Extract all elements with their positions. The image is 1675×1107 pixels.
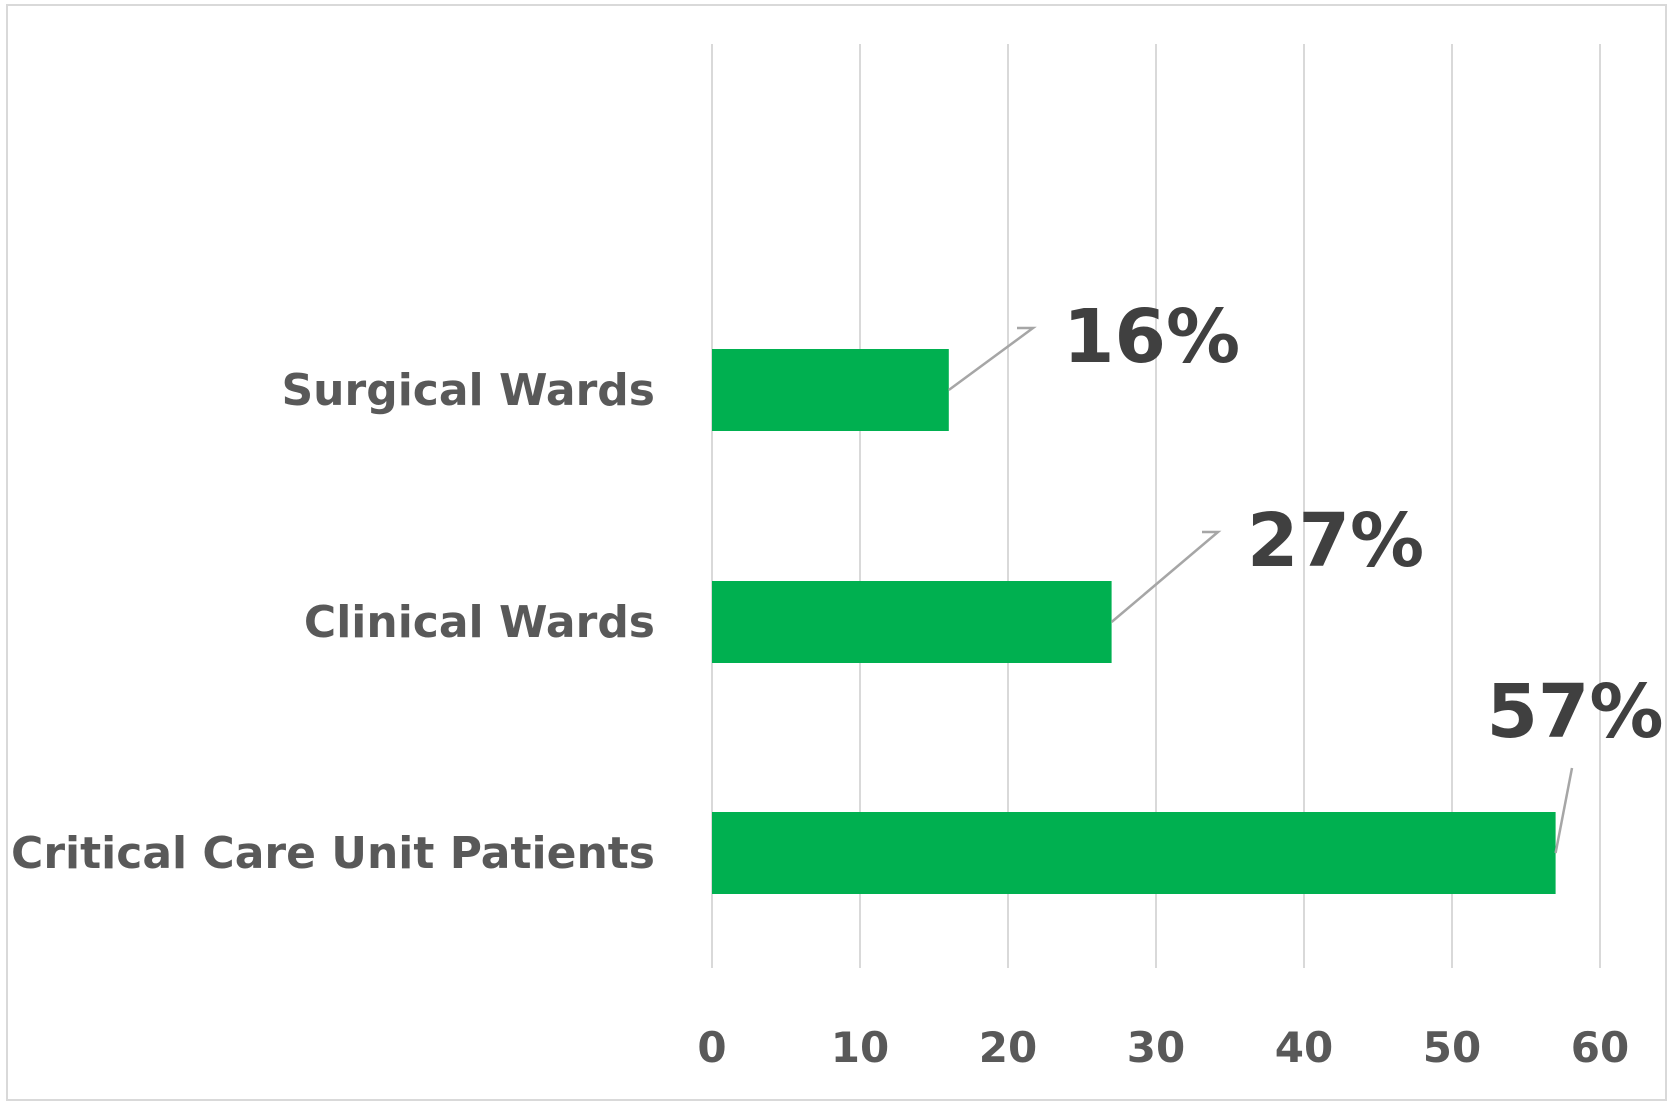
bar [712, 812, 1556, 894]
x-tick-label: 20 [979, 1023, 1037, 1072]
data-labels: 16% 27% 57% [1063, 294, 1664, 755]
data-label: 16% [1063, 294, 1240, 380]
x-tick-labels: 0 10 20 30 40 50 60 [697, 1023, 1629, 1072]
chart-frame [6, 4, 1667, 1101]
category-label: Critical Care Unit Patients [11, 828, 655, 879]
x-tick-label: 30 [1127, 1023, 1185, 1072]
x-tick-label: 40 [1275, 1023, 1333, 1072]
x-tick-label: 50 [1423, 1023, 1481, 1072]
x-tick-label: 10 [831, 1023, 889, 1072]
leader-line [1554, 767, 1574, 854]
x-tick-label: 0 [697, 1023, 726, 1072]
leader-line [948, 326, 1037, 392]
category-label: Surgical Wards [281, 365, 655, 416]
data-label: 27% [1247, 498, 1424, 584]
category-label: Clinical Wards [304, 597, 655, 648]
category-labels: Surgical Wards Clinical Wards Critical Car… [11, 365, 655, 879]
bar [712, 349, 949, 431]
data-label: 57% [1486, 669, 1663, 755]
leader-line [1110, 530, 1222, 623]
bar [712, 581, 1112, 663]
x-tick-label: 60 [1571, 1023, 1629, 1072]
bars [712, 349, 1556, 894]
leader-lines [948, 326, 1574, 854]
